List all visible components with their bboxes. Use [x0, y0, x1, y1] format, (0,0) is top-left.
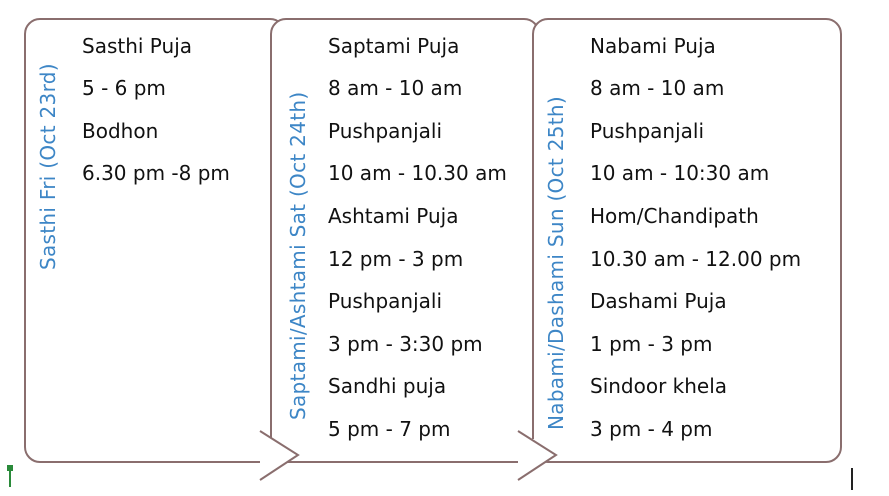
event-line: 5 - 6 pm — [82, 76, 166, 100]
event-line: 6.30 pm -8 pm — [82, 161, 230, 185]
event-line: Hom/Chandipath — [590, 204, 759, 228]
event-line: Pushpanjali — [328, 119, 443, 143]
event-line: 10 am - 10.30 am — [328, 161, 507, 185]
day-label: Nabami/Dashami Sun (Oct 25th) — [544, 96, 568, 430]
day-label: Sasthi Fri (Oct 23rd) — [36, 63, 60, 270]
event-line: 10 am - 10:30 am — [590, 161, 770, 185]
event-line: 3 pm - 4 pm — [590, 417, 713, 441]
event-line: Bodhon — [82, 119, 159, 143]
text-cursor-marker — [851, 468, 853, 490]
schedule-panel-day-1: Sasthi Fri (Oct 23rd) Sasthi Puja 5 - 6 … — [24, 18, 286, 463]
event-line: 5 pm - 7 pm — [328, 417, 451, 441]
day-label: Saptami/Ashtami Sat (Oct 24th) — [286, 91, 310, 420]
schedule-panel-day-2: Saptami/Ashtami Sat (Oct 24th) Saptami P… — [270, 18, 540, 463]
event-line: Nabami Puja — [590, 34, 716, 58]
connector-arrow-1 — [259, 430, 300, 481]
schedule-panel-day-3: Nabami/Dashami Sun (Oct 25th) Nabami Puj… — [532, 18, 842, 463]
event-line: Sandhi puja — [328, 374, 447, 398]
event-line: Pushpanjali — [328, 289, 443, 313]
event-line: Saptami Puja — [328, 34, 460, 58]
text-cursor-marker — [9, 465, 11, 487]
event-line: 12 pm - 3 pm — [328, 247, 464, 271]
event-line: Ashtami Puja — [328, 204, 459, 228]
event-line: Sindoor khela — [590, 374, 728, 398]
event-line: 8 am - 10 am — [590, 76, 725, 100]
event-line: 10.30 am - 12.00 pm — [590, 247, 802, 271]
event-line: 1 pm - 3 pm — [590, 332, 713, 356]
event-line: Sasthi Puja — [82, 34, 192, 58]
event-line: Pushpanjali — [590, 119, 705, 143]
event-line: 3 pm - 3:30 pm — [328, 332, 483, 356]
event-line: 8 am - 10 am — [328, 76, 463, 100]
event-line: Dashami Puja — [590, 289, 727, 313]
connector-arrow-2 — [517, 430, 558, 481]
